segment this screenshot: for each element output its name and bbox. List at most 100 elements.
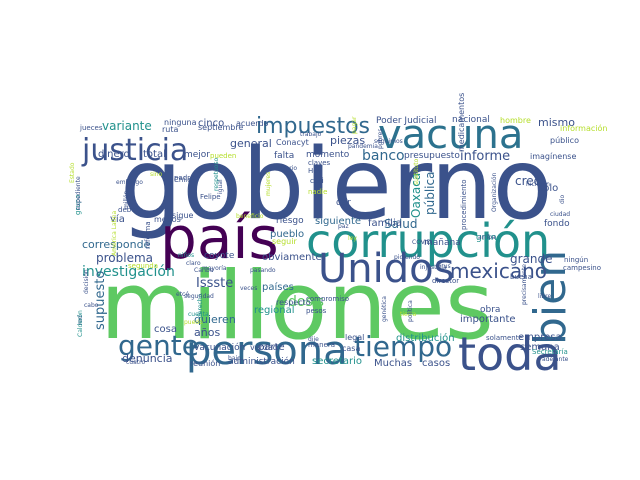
word-buena: buena <box>510 273 532 281</box>
word-tiempo: tiempo <box>354 330 452 363</box>
word-siguiente: siguiente <box>315 216 361 227</box>
word-cinco: cinco <box>198 118 224 129</box>
word-unidos: Unidos <box>318 246 454 292</box>
word-verdad: verdad <box>250 343 278 352</box>
word-banco: banco <box>362 148 405 164</box>
word-riesgo: riesgo <box>276 216 304 226</box>
word-veces: veces <box>240 285 257 292</box>
word-empresa: empresa <box>518 332 562 343</box>
word-seguir: seguir <box>272 237 297 246</box>
word-presupuesto: presupuesto <box>404 151 460 161</box>
word-ningun: ningún <box>564 256 588 264</box>
word-virus: virus <box>436 263 451 270</box>
word-casos: casos <box>422 358 450 369</box>
word-mexicano: mexicano <box>450 259 547 283</box>
word-contrario: contrario <box>270 165 297 172</box>
word-parte: parte <box>258 342 285 353</box>
word-justicia: justicia <box>81 133 188 168</box>
word-procedimiento: procedimiento <box>460 179 468 230</box>
word-grande: grande <box>510 252 553 266</box>
word-cada: cada <box>227 171 234 186</box>
word-corrupcion: corrupción <box>306 214 550 268</box>
word-secretaria: Secretaría <box>532 348 568 356</box>
word-igual: igual <box>217 179 224 194</box>
word-toda: toda <box>458 327 562 381</box>
word-dio: dio <box>559 195 566 204</box>
word-via: vía <box>110 213 125 225</box>
word-general: general <box>230 137 272 150</box>
word-paises: países <box>262 281 294 293</box>
word-chile: Chile <box>174 176 192 184</box>
word-menos: menos <box>154 215 181 224</box>
word-piezas: piezas <box>330 134 365 147</box>
word-informe: informe <box>460 149 510 164</box>
word-total: total <box>143 149 166 160</box>
word-calderon: Calderón <box>77 310 84 337</box>
word-obviamente: obviamente <box>262 252 322 263</box>
word-cosa: cosa <box>154 324 177 335</box>
word-informacion: información <box>560 123 607 133</box>
word-manera: manera <box>308 341 335 349</box>
word-expediente: expediente <box>75 176 82 210</box>
word-etce: etcé <box>176 291 189 298</box>
word-oaxaca: Oaxaca <box>409 173 423 218</box>
word-cabo: cabo <box>84 302 99 309</box>
word-seguridad: seguridad <box>184 293 214 300</box>
word-quieren: quieren <box>194 313 236 326</box>
word-red: red <box>77 315 84 325</box>
word-impuestos: impuestos <box>256 114 370 139</box>
word-fondo: fondo <box>544 219 570 229</box>
word-decision: decisión <box>83 269 90 294</box>
word-puedo: puedo <box>184 319 203 326</box>
word-genetica: genética <box>381 296 388 322</box>
word-pobres: pobres <box>377 129 384 149</box>
word-pandemia: pandemia <box>348 143 378 150</box>
word-issste: Issste <box>196 276 233 291</box>
word-claro: claro <box>186 260 201 267</box>
word-solamente: solamente <box>486 334 523 342</box>
word-hombre: hombre <box>500 116 531 125</box>
word-vacuna: vacuna <box>378 112 523 158</box>
word-conacyt: Conacyt <box>276 138 309 147</box>
word-felipe: Felipe <box>200 193 221 201</box>
word-ninguna: ninguna <box>164 118 197 127</box>
word-jueces: jueces <box>79 124 103 132</box>
word-pagar: pagar <box>351 116 358 134</box>
word-semana: semana <box>520 342 560 353</box>
word-millon: millón <box>123 190 130 209</box>
word-denuncia: denuncia <box>122 352 173 365</box>
word-dinero: dinero <box>98 149 130 160</box>
word-reforma: reforma <box>144 221 152 249</box>
word-pasando: pasando <box>250 267 276 274</box>
word-momento: momento <box>306 150 350 160</box>
word-pidiendo: pidiendo <box>394 254 420 261</box>
word-mayoria: mayoría <box>202 265 227 272</box>
word-organizacion: Organización <box>491 172 498 212</box>
word-trabajo: trabajo <box>300 131 322 138</box>
word-gente: gente <box>118 329 199 362</box>
word-ninos: niños <box>178 252 194 259</box>
word-supuesto: supuesto <box>93 271 108 330</box>
word-adelante: adelante <box>542 356 569 363</box>
word-manana: mañana <box>424 238 461 248</box>
word-seguimos: seguimos <box>374 138 403 145</box>
word-america-latina: América Latina <box>111 211 118 256</box>
word-medicamentos: medicamentos <box>457 93 466 152</box>
word-sustituto: sustituto <box>413 158 420 185</box>
word-publica: pública <box>423 172 437 215</box>
word-casa: casa <box>342 344 360 353</box>
word-director: director <box>432 277 459 285</box>
word-injusticia: injusticia <box>420 264 447 271</box>
word-mejor: mejor <box>184 150 210 160</box>
word-padre: padre <box>174 174 194 182</box>
word-publico: público <box>550 136 579 145</box>
word-muchas: Muchas <box>374 358 412 369</box>
word-cuenta: cuenta <box>188 311 209 318</box>
word-grupo: grupo <box>74 195 82 215</box>
word-claves: claves <box>308 159 331 167</box>
word-arriba: arriba <box>478 234 496 241</box>
word-mujeres: mujeres <box>265 172 272 196</box>
word-compromiso: compromiso <box>306 295 349 303</box>
word-acuerdo: acuerdo <box>236 119 269 128</box>
